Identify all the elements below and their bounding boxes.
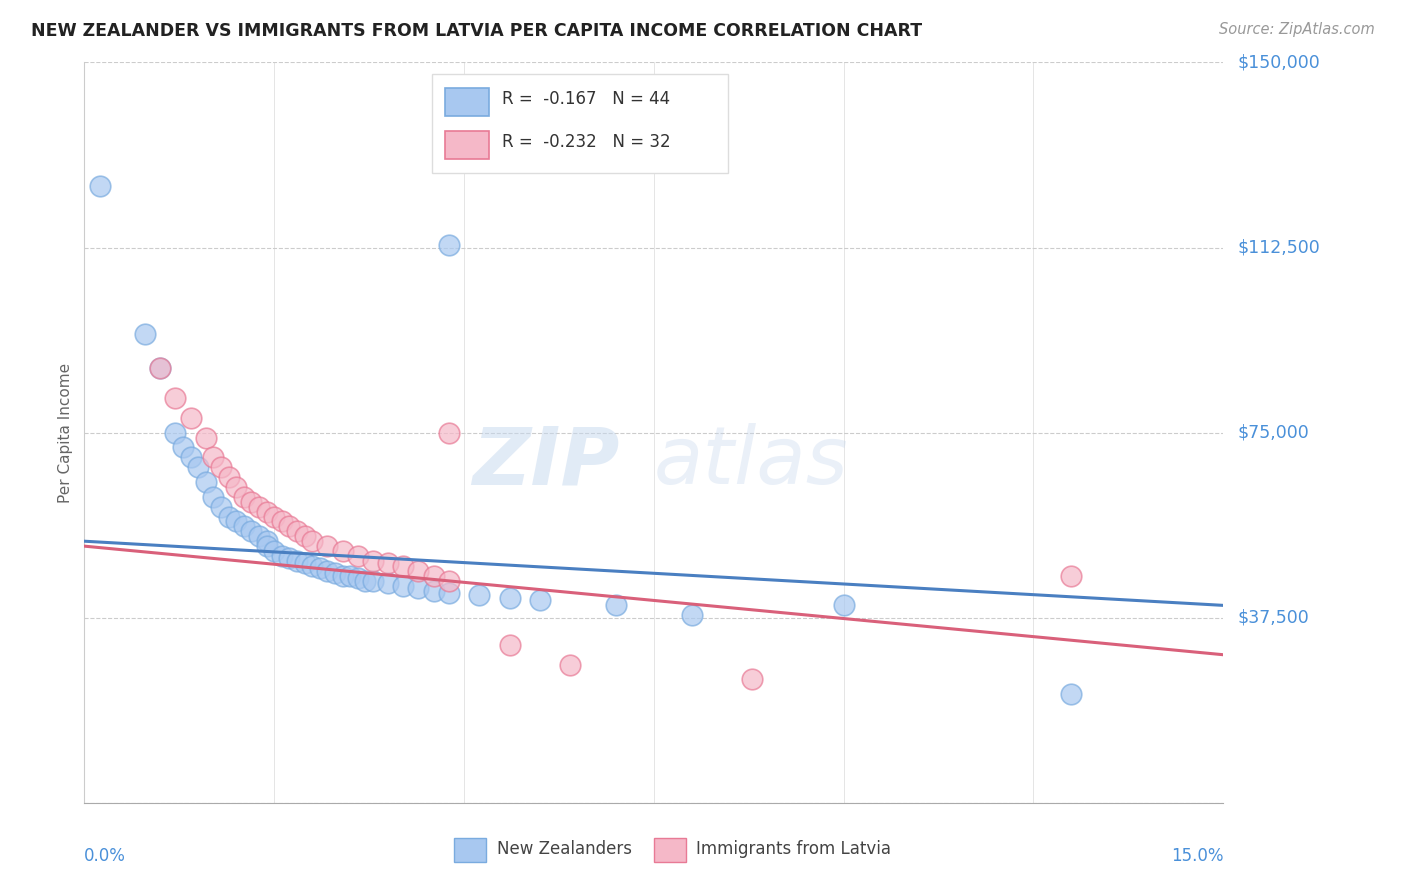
Point (422, 583, 444, 598)
Text: atlas: atlas (654, 423, 849, 501)
Text: 0.0%: 0.0% (84, 847, 127, 865)
Point (225, 480, 247, 494)
Point (218, 470, 240, 484)
Point (263, 509, 285, 524)
Point (560, 657, 582, 672)
Point (202, 450, 225, 465)
Point (278, 519, 301, 533)
Point (392, 579, 415, 593)
Point (209, 500, 232, 514)
Point (232, 490, 254, 504)
Point (301, 534, 323, 549)
Point (240, 494, 263, 508)
Point (339, 568, 361, 582)
Point (323, 566, 346, 581)
Point (437, 586, 460, 600)
Text: Immigrants from Latvia: Immigrants from Latvia (696, 840, 891, 858)
Point (187, 460, 209, 475)
Point (263, 544, 285, 558)
Point (316, 564, 339, 578)
Point (247, 529, 270, 543)
Point (437, 574, 460, 588)
Point (194, 475, 217, 489)
FancyBboxPatch shape (446, 88, 489, 117)
Point (681, 608, 703, 623)
FancyBboxPatch shape (446, 130, 489, 159)
Point (149, 361, 172, 376)
Text: Source: ZipAtlas.com: Source: ZipAtlas.com (1219, 22, 1375, 37)
Point (1060, 568, 1083, 582)
Text: R =  -0.167   N = 44: R = -0.167 N = 44 (502, 90, 671, 109)
Text: $75,000: $75,000 (1237, 424, 1309, 442)
Point (332, 568, 354, 582)
Point (408, 564, 430, 578)
Point (180, 410, 202, 425)
Point (437, 238, 460, 252)
Text: ZIP: ZIP (472, 423, 620, 501)
Text: $112,500: $112,500 (1237, 238, 1320, 257)
Point (605, 599, 627, 613)
Point (270, 515, 292, 529)
Point (1060, 687, 1083, 701)
Point (361, 574, 384, 588)
Point (278, 551, 301, 566)
Point (529, 593, 551, 607)
Point (232, 519, 254, 533)
Point (180, 450, 202, 465)
Point (422, 568, 444, 582)
Point (209, 460, 232, 475)
Point (346, 571, 368, 585)
Text: 15.0%: 15.0% (1171, 847, 1223, 865)
Point (316, 539, 339, 553)
Point (361, 554, 384, 568)
Point (149, 361, 172, 376)
Point (172, 441, 194, 455)
Point (194, 431, 217, 445)
Point (346, 549, 368, 563)
Point (294, 557, 316, 571)
Point (437, 425, 460, 440)
Point (270, 549, 292, 563)
Point (256, 534, 278, 549)
Point (498, 591, 520, 605)
Point (256, 505, 278, 519)
FancyBboxPatch shape (432, 73, 728, 173)
Point (392, 558, 415, 573)
Text: $37,500: $37,500 (1237, 608, 1309, 627)
Point (218, 509, 240, 524)
Point (247, 500, 270, 514)
Point (332, 544, 354, 558)
Point (832, 599, 855, 613)
Point (377, 557, 399, 571)
Text: R =  -0.232   N = 32: R = -0.232 N = 32 (502, 134, 671, 152)
Point (225, 515, 247, 529)
Point (354, 574, 377, 588)
Point (741, 673, 763, 687)
Point (294, 529, 316, 543)
Point (301, 558, 323, 573)
Point (134, 326, 156, 341)
FancyBboxPatch shape (454, 838, 486, 862)
Point (498, 638, 520, 652)
FancyBboxPatch shape (654, 838, 686, 862)
Text: New Zealanders: New Zealanders (496, 840, 631, 858)
Point (468, 589, 491, 603)
Point (89, 178, 111, 193)
Point (256, 539, 278, 553)
Point (240, 524, 263, 539)
Point (285, 524, 308, 539)
Point (408, 581, 430, 595)
Point (165, 391, 187, 405)
Point (377, 576, 399, 591)
Y-axis label: Per Capita Income: Per Capita Income (58, 362, 73, 503)
Point (165, 425, 187, 440)
Text: $150,000: $150,000 (1237, 54, 1320, 71)
Text: NEW ZEALANDER VS IMMIGRANTS FROM LATVIA PER CAPITA INCOME CORRELATION CHART: NEW ZEALANDER VS IMMIGRANTS FROM LATVIA … (31, 22, 922, 40)
Point (202, 490, 225, 504)
Point (285, 554, 308, 568)
Point (308, 561, 330, 575)
